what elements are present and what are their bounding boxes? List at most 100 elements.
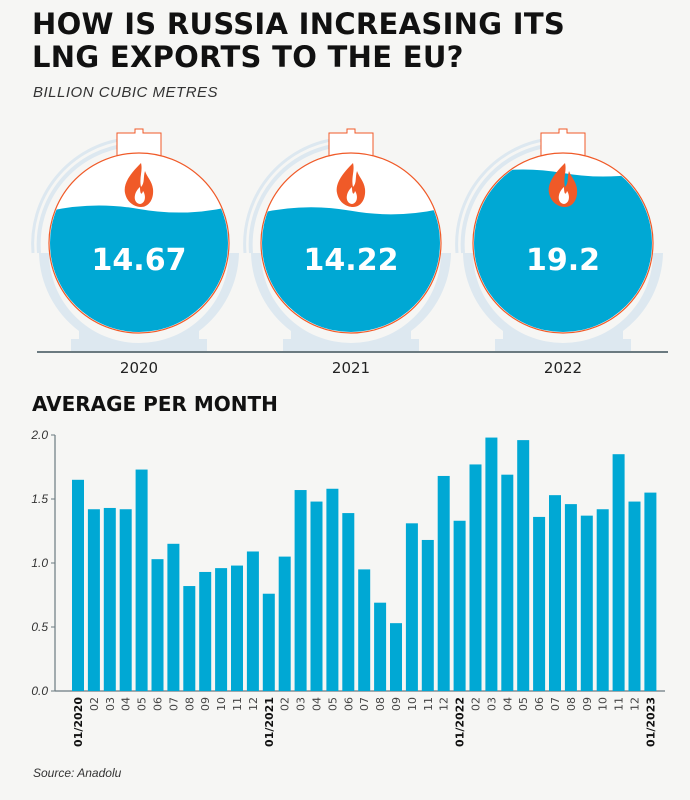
x-tick-label: 11 xyxy=(613,697,626,711)
bar-08-31 xyxy=(564,504,577,691)
bar-11-10 xyxy=(231,565,243,691)
x-tick-label: 07 xyxy=(167,697,180,711)
source-note: Source: Anadolu xyxy=(33,766,122,780)
y-tick-label: 0.5 xyxy=(31,620,48,634)
bar-01-2023-36 xyxy=(644,492,657,691)
x-tick-label: 07 xyxy=(549,697,562,711)
bar-09-20 xyxy=(390,623,402,691)
x-tick-label: 04 xyxy=(501,697,514,711)
tank-liquid xyxy=(262,207,440,332)
bar-05-4 xyxy=(135,469,148,691)
tank-shadow-arc xyxy=(455,137,550,254)
section-title: AVERAGE PER MONTH xyxy=(32,392,278,416)
bar-11-34 xyxy=(612,454,625,691)
bar-07-30 xyxy=(549,495,561,691)
x-tick-label: 05 xyxy=(517,697,530,711)
bar-08-19 xyxy=(374,602,387,691)
bar-01-2021-12 xyxy=(262,593,275,691)
tank-year: 2022 xyxy=(544,359,582,377)
title-line-2: LNG EXPORTS TO THE EU? xyxy=(32,40,464,74)
x-tick-label: 01/2020 xyxy=(72,697,85,747)
x-tick-label: 08 xyxy=(374,697,387,711)
tank-neck xyxy=(540,128,586,159)
bar-12-23 xyxy=(437,475,450,691)
page-title: HOW IS RUSSIA INCREASING ITS LNG EXPORTS… xyxy=(32,8,565,74)
flame-icon xyxy=(336,163,366,207)
x-tick-label: 02 xyxy=(279,697,292,711)
bar-02-13 xyxy=(278,556,291,691)
bar-10-33 xyxy=(596,509,609,691)
x-tick-label: 10 xyxy=(597,697,610,711)
x-tick-label: 11 xyxy=(422,697,435,711)
x-tick-label: 09 xyxy=(390,697,403,711)
x-tick-label: 09 xyxy=(581,697,594,711)
bar-10-9 xyxy=(215,568,228,691)
tank-shadow-arc xyxy=(248,143,342,254)
x-tick-label: 01/2022 xyxy=(454,697,467,747)
bar-06-29 xyxy=(533,516,546,691)
tanks-graphic: 14.67 2020 14.22 2021 19.2 2022 xyxy=(31,128,668,377)
bar-03-26 xyxy=(485,437,498,691)
x-tick-label: 02 xyxy=(88,697,101,711)
tank-2020: 14.67 2020 xyxy=(31,128,239,377)
bar-04-3 xyxy=(119,509,132,691)
subtitle: BILLION CUBIC METRES xyxy=(33,84,219,101)
bar-03-14 xyxy=(294,490,307,691)
bar-06-5 xyxy=(151,559,164,691)
y-tick-label: 2.0 xyxy=(30,428,48,442)
y-tick-label: 0.0 xyxy=(31,684,48,698)
bar-05-28 xyxy=(517,440,530,691)
x-tick-label: 06 xyxy=(533,697,546,711)
tank-year: 2020 xyxy=(120,359,158,377)
x-tick-label: 03 xyxy=(485,697,498,711)
x-tick-label: 03 xyxy=(104,697,117,711)
x-tick-label: 07 xyxy=(358,697,371,711)
x-tick-label: 02 xyxy=(470,697,483,711)
x-tick-label: 04 xyxy=(311,697,324,711)
bar-05-16 xyxy=(326,488,339,691)
x-tick-label: 10 xyxy=(406,697,419,711)
flame-inner-icon xyxy=(558,187,569,204)
bar-02-1 xyxy=(87,509,100,691)
tank-liquid xyxy=(50,205,228,332)
bar-09-8 xyxy=(199,571,212,691)
tank-2022: 19.2 2022 xyxy=(455,128,663,377)
x-tick-label: 08 xyxy=(183,697,196,711)
tank-value: 14.22 xyxy=(304,243,399,278)
bar-03-2 xyxy=(103,507,116,691)
bar-08-7 xyxy=(183,586,196,691)
bar-07-6 xyxy=(167,543,180,691)
tank-2021: 14.22 2021 xyxy=(243,128,451,377)
bar-01-2022-24 xyxy=(453,520,466,691)
x-tick-label: 12 xyxy=(629,697,642,711)
x-tick-label: 08 xyxy=(565,697,578,711)
flame-inner-icon xyxy=(346,187,357,204)
x-tick-label: 03 xyxy=(295,697,308,711)
x-tick-label: 01/2021 xyxy=(263,697,276,747)
bar-07-18 xyxy=(358,569,371,691)
title-line-1: HOW IS RUSSIA INCREASING ITS xyxy=(32,7,566,41)
tank-year: 2021 xyxy=(332,359,370,377)
x-tick-label: 04 xyxy=(120,697,133,711)
tank-shadow-arc xyxy=(36,143,130,254)
y-tick-label: 1.5 xyxy=(31,492,48,506)
tank-liquid xyxy=(474,169,652,332)
tank-neck xyxy=(328,128,374,159)
x-tick-label: 06 xyxy=(152,697,165,711)
x-tick-label: 05 xyxy=(326,697,339,711)
x-tick-label: 05 xyxy=(136,697,149,711)
y-tick-label: 1.0 xyxy=(31,556,48,570)
bar-11-22 xyxy=(421,539,434,691)
x-tick-label: 09 xyxy=(199,697,212,711)
tank-shadow-arc xyxy=(31,137,126,254)
bar-10-21 xyxy=(405,523,418,691)
bar-06-17 xyxy=(342,513,355,691)
tank-shadow-arc xyxy=(460,143,554,254)
bar-02-25 xyxy=(469,464,482,691)
flame-icon xyxy=(124,163,154,207)
bar-12-11 xyxy=(246,551,259,691)
x-tick-label: 10 xyxy=(215,697,228,711)
tank-value: 14.67 xyxy=(92,243,187,278)
tank-value: 19.2 xyxy=(526,243,600,278)
bar-12-35 xyxy=(628,501,641,691)
